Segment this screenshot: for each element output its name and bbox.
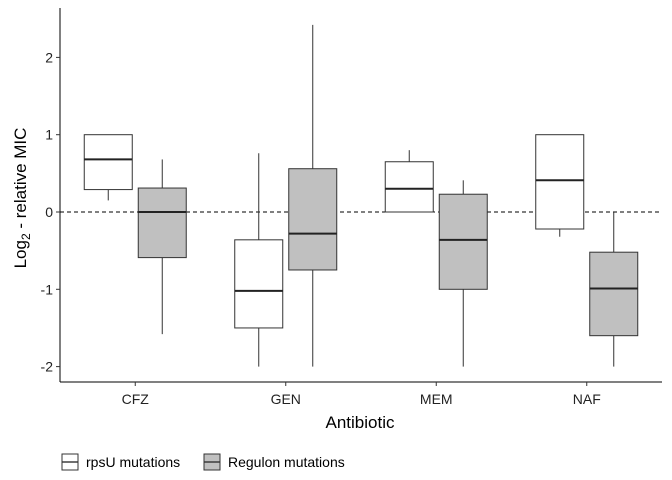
plot-area [60,24,662,367]
y-tick-label: 2 [45,49,53,65]
x-tick-label: NAF [573,391,601,407]
box-iqr [288,168,338,271]
box-cfz-regulon [137,159,187,335]
box-iqr [438,193,488,290]
legend-label-regulon: Regulon mutations [228,454,345,470]
y-tick-label: -2 [41,359,54,375]
box-naf-regulon [589,212,639,367]
legend: rpsU mutations Regulon mutations [61,453,345,471]
box-iqr [384,161,434,213]
legend-item-rpsu: rpsU mutations [61,453,180,471]
box-mem-regulon [438,180,488,367]
box-iqr [234,239,284,329]
x-tick-label: CFZ [122,391,150,407]
y-tick-label: 0 [45,204,53,220]
legend-item-regulon: Regulon mutations [203,453,345,471]
box-gen-regulon [288,24,338,367]
box-iqr [535,134,585,230]
axes: 2 1 0 -1 -2 CFZ GEN MEM NAF [41,8,662,407]
y-axis-title-subscript: 2 [19,233,33,240]
box-iqr [137,187,187,259]
y-axis-title-rest: - relative MIC [11,128,30,234]
x-tick-label: GEN [271,391,301,407]
box-naf-rpsu [535,134,585,237]
y-tick-label: -1 [41,281,54,297]
y-axis-title-main: Log [11,240,30,268]
x-tick-label: MEM [420,391,453,407]
y-tick-label: 1 [45,127,53,143]
box-gen-rpsu [234,153,284,367]
legend-label-rpsu: rpsU mutations [86,454,180,470]
box-mem-rpsu [384,150,434,213]
box-iqr [83,134,133,191]
box-cfz-rpsu [83,134,133,201]
box-iqr [589,251,639,337]
x-axis-title: Antibiotic [326,413,395,432]
y-axis-title: Log2 - relative MIC [11,128,33,269]
